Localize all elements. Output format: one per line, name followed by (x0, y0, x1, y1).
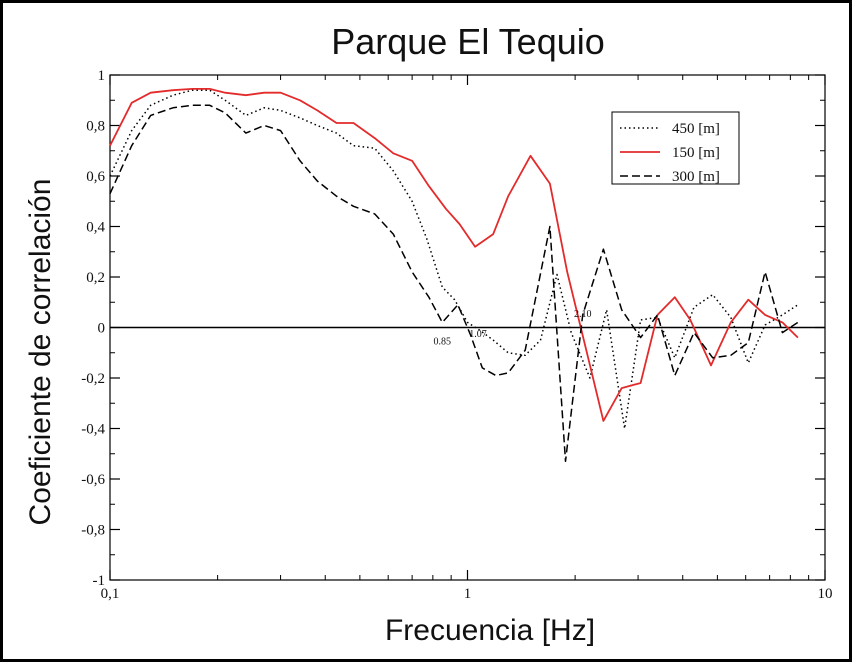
annotation-label: 2.10 (574, 309, 592, 320)
annotation-layer: 0.85 1.07 2.10 (434, 309, 592, 348)
annotation-label: 0.85 (434, 337, 452, 348)
legend-label: 300 [m] (672, 169, 720, 185)
legend-box (611, 111, 740, 185)
legend-label: 450 [m] (672, 121, 720, 137)
annotation-label: 1.07 (469, 329, 487, 340)
series-line-450m (109, 89, 799, 430)
y-tick-label: 0,8 (86, 119, 105, 135)
x-tick-label: 0,1 (101, 586, 120, 602)
y-tick-label: -0,4 (81, 422, 105, 438)
x-tick-label: 1 (464, 586, 472, 602)
y-axis-label: Coeficiente de correlación (24, 179, 57, 526)
chart-title: Parque El Tequio (331, 21, 605, 62)
series-line-150m (109, 88, 799, 422)
axis-ticks: -1 -0,8 -0,6 -0,4 -0,2 0 0,2 0,4 0,6 0,8 1 0,1 1 10 (81, 68, 832, 602)
y-tick-label: -0,2 (81, 371, 105, 387)
series-layer (109, 88, 825, 463)
y-tick-label: 0,4 (86, 220, 105, 236)
legend: 450 [m] 150 [m] 300 [m] (611, 111, 740, 185)
y-tick-label: 0 (98, 321, 106, 337)
legend-label: 150 [m] (672, 145, 720, 161)
y-tick-label: -0,8 (81, 523, 105, 539)
x-axis-label: Frecuencia [Hz] (385, 614, 595, 647)
x-tick-label: 10 (818, 586, 833, 602)
y-tick-label: -1 (93, 573, 106, 589)
y-tick-label: -0,6 (81, 472, 105, 488)
y-tick-label: 0,6 (86, 169, 105, 185)
y-tick-label: 0,2 (86, 270, 105, 286)
y-tick-label: 1 (98, 68, 106, 84)
series-line-300m (109, 104, 799, 463)
